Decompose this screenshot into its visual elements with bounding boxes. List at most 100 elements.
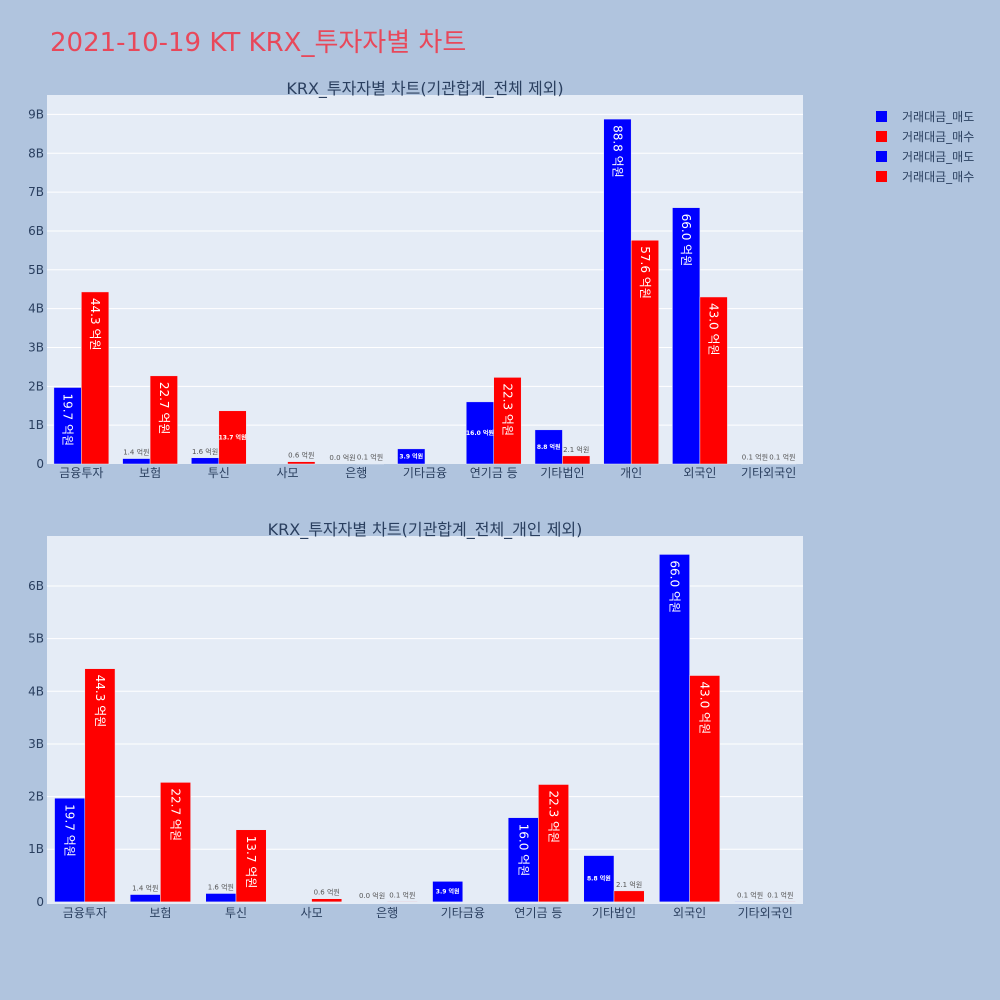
legend: 거래대금_매도 거래대금_매수 거래대금_매도 거래대금_매수 (876, 106, 974, 186)
bar (562, 455, 591, 465)
x-tick-label: 기타외국인 (738, 906, 793, 920)
bar-data-label: 0.0 억원 (359, 891, 385, 900)
x-tick-label: 연기금 등 (470, 466, 518, 480)
x-tick-label: 기타금융 (403, 466, 447, 480)
bar (603, 118, 632, 465)
bar-data-label: 44.3 억원 (88, 298, 102, 351)
bar (613, 890, 645, 903)
x-tick-label: 외국인 (673, 906, 706, 920)
bar-data-label: 13.7 억원 (244, 836, 258, 889)
bar-data-label: 22.3 억원 (547, 790, 561, 843)
bar (432, 881, 464, 903)
bar-data-label: 0.1 억원 (357, 453, 383, 462)
y-tick-label: 6B (28, 579, 44, 593)
bar-data-label: 22.3 억원 (500, 383, 514, 436)
y-tick-label: 2B (28, 790, 44, 804)
bar (386, 901, 418, 903)
legend-label: 거래대금_매수 (902, 169, 975, 184)
bar (397, 448, 426, 465)
bar-data-label: 2.1 억원 (616, 880, 642, 889)
y-tick-label: 5B (28, 632, 44, 646)
bar (191, 457, 220, 465)
bar-data-label: 3.9 억원 (436, 888, 460, 896)
bar-data-label: 19.7 억원 (63, 804, 77, 857)
y-tick-label: 9B (28, 107, 44, 121)
bar (583, 855, 615, 903)
y-tick-label: 3B (28, 340, 44, 354)
y-tick-label: 7B (28, 185, 44, 199)
legend-item[interactable]: 거래대금_매도 (876, 146, 974, 166)
x-tick-label: 연기금 등 (514, 906, 562, 920)
bar (672, 207, 701, 465)
x-tick-label: 금융투자 (59, 466, 103, 480)
bar-data-label: 2.1 억원 (563, 445, 589, 454)
bar (493, 377, 522, 465)
x-tick-label: 보험 (139, 466, 161, 480)
bar-data-label: 8.8 억원 (587, 875, 611, 883)
bar (689, 675, 721, 903)
bar (311, 898, 343, 903)
y-tick-label: 1B (28, 418, 44, 432)
y-tick-label: 4B (28, 684, 44, 698)
bar (54, 797, 86, 903)
legend-label: 거래대금_매도 (902, 109, 975, 124)
bar-data-label: 1.6 억원 (192, 447, 218, 456)
legend-item[interactable]: 거래대금_매도 (876, 106, 974, 126)
bar-data-label: 66.0 억원 (679, 214, 693, 267)
bar (84, 668, 116, 903)
bar-data-label: 22.7 억원 (169, 788, 183, 841)
bar (764, 901, 796, 903)
bar (160, 782, 191, 903)
bar (129, 894, 161, 903)
x-tick-label: 기타법인 (592, 906, 636, 920)
bar-data-label: 0.1 억원 (767, 890, 793, 899)
bar-data-label: 19.7 억원 (61, 393, 75, 446)
bar (538, 784, 569, 903)
x-tick-label: 기타법인 (540, 466, 584, 480)
y-tick-label: 5B (28, 263, 44, 277)
x-tick-label: 사모 (301, 906, 323, 920)
bar-data-label: 1.6 억원 (208, 882, 234, 891)
bar-data-label: 16.0 억원 (466, 429, 494, 437)
y-tick-label: 1B (28, 842, 44, 856)
bar (149, 375, 178, 465)
bar (53, 387, 82, 465)
x-tick-label: 보험 (149, 906, 171, 920)
bar-data-label: 3.9 억원 (399, 452, 423, 460)
bar-data-label: 1.4 억원 (123, 448, 149, 457)
chart-2: 0 1B 2B 3B 4B 5B 6B KRX_투자자별 차트(기관합계_전체_개인 제외) 금… (28, 520, 803, 920)
bar (235, 829, 267, 903)
chart-title: KRX_투자자별 차트(기관합계_전체_개인 제외) (268, 520, 583, 540)
y-tick-label: 0 (36, 457, 44, 471)
x-tick-label: 투신 (225, 906, 247, 920)
bar-data-label: 13.7 억원 (219, 433, 247, 441)
page-title: 2021-10-19 KT KRX_투자자별 차트 (50, 28, 467, 58)
bar-data-label: 43.0 억원 (707, 303, 721, 356)
bar-data-label: 0.6 억원 (288, 451, 314, 460)
legend-item[interactable]: 거래대금_매수 (876, 126, 974, 146)
legend-label: 거래대금_매수 (902, 129, 975, 144)
bar-data-label: 0.0 억원 (329, 453, 355, 462)
x-tick-label: 사모 (276, 466, 298, 480)
x-tick-label: 금융투자 (63, 906, 107, 920)
legend-item[interactable]: 거래대금_매수 (876, 166, 974, 186)
bar-data-label: 22.7 억원 (157, 382, 171, 435)
bar (734, 901, 766, 903)
bar (534, 429, 563, 465)
x-tick-label: 외국인 (683, 466, 716, 480)
y-tick-label: 0 (36, 895, 44, 909)
bar-data-label: 0.1 억원 (742, 453, 768, 462)
bar-data-label: 0.1 억원 (769, 453, 795, 462)
x-tick-label: 개인 (620, 466, 642, 480)
bar-data-label: 88.8 억원 (610, 125, 624, 178)
legend-swatch (876, 170, 887, 182)
bar-data-label: 16.0 억원 (516, 824, 530, 877)
y-tick-label: 2B (28, 379, 44, 393)
bar (507, 817, 539, 903)
y-tick-label: 4B (28, 302, 44, 316)
bar (122, 458, 151, 465)
y-tick-label: 8B (28, 146, 44, 160)
bar (287, 461, 316, 465)
x-tick-label: 은행 (345, 465, 367, 480)
